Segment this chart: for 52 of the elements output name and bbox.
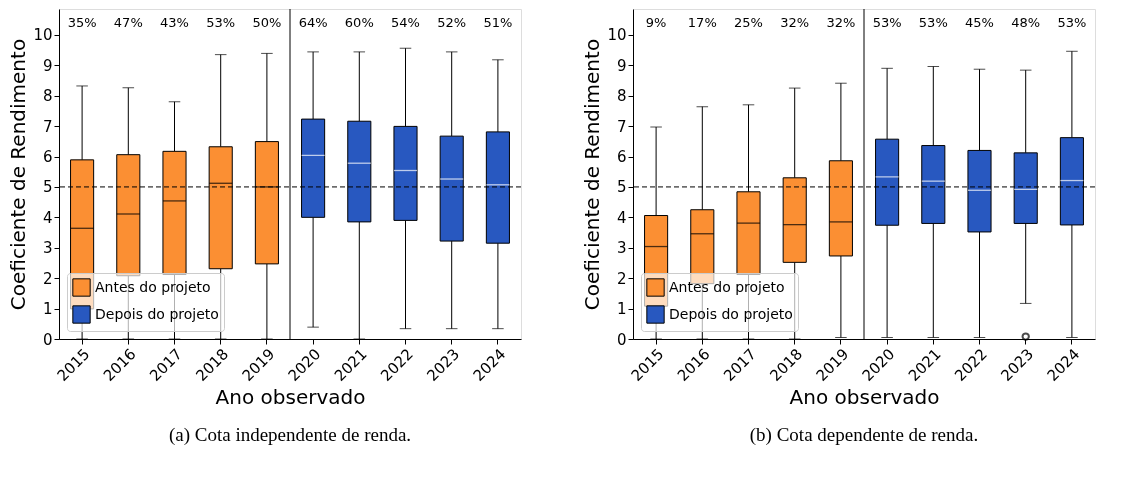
annotation: 47% bbox=[113, 15, 143, 30]
legend-label: Depois do projeto bbox=[669, 305, 793, 322]
legend-label: Antes do projeto bbox=[95, 278, 211, 295]
annotation: 53% bbox=[1057, 15, 1087, 30]
annotation: 53% bbox=[872, 15, 902, 30]
y-tick-label: 4 bbox=[616, 208, 627, 227]
annotation: 54% bbox=[391, 15, 420, 30]
y-tick-label: 4 bbox=[42, 208, 53, 227]
annotation: 25% bbox=[734, 15, 763, 30]
y-tick-label: 1 bbox=[42, 300, 53, 319]
annotation: 32% bbox=[826, 15, 856, 30]
annotation: 48% bbox=[1011, 15, 1041, 30]
y-tick-label: 0 bbox=[616, 330, 627, 349]
annotation: 52% bbox=[437, 15, 467, 30]
y-tick-label: 7 bbox=[42, 117, 53, 136]
annotation: 64% bbox=[298, 15, 328, 30]
annotation: 51% bbox=[483, 15, 513, 30]
y-axis-title: Coeficiente de Rendimento bbox=[580, 38, 605, 311]
text: (b) Cota dependente de renda. bbox=[749, 423, 979, 446]
annotation: 53% bbox=[206, 15, 236, 30]
y-tick-label: 8 bbox=[616, 87, 627, 106]
y-tick-label: 6 bbox=[42, 148, 53, 167]
annotation: 43% bbox=[160, 15, 189, 30]
y-tick-label: 10 bbox=[33, 26, 53, 45]
y-tick-label: 3 bbox=[42, 239, 53, 258]
annotation: 45% bbox=[965, 15, 994, 30]
x-axis-title: Ano observado bbox=[215, 385, 366, 410]
annotation: 9% bbox=[645, 15, 667, 30]
y-tick-label: 6 bbox=[616, 148, 627, 167]
y-axis-title: Coeficiente de Rendimento bbox=[6, 38, 31, 311]
annotation: 32% bbox=[780, 15, 810, 30]
annotation: 17% bbox=[687, 15, 717, 30]
legend-label: Antes do projeto bbox=[669, 278, 785, 295]
y-tick-label: 5 bbox=[616, 178, 627, 197]
y-tick-label: 10 bbox=[607, 26, 627, 45]
y-tick-label: 7 bbox=[616, 117, 627, 136]
legend-label: Depois do projeto bbox=[95, 305, 219, 322]
annotation: 53% bbox=[918, 15, 948, 30]
y-tick-label: 2 bbox=[616, 269, 627, 288]
text: (a) Cota independente de renda. bbox=[168, 423, 412, 446]
y-tick-label: 2 bbox=[42, 269, 53, 288]
annotation: 60% bbox=[344, 15, 374, 30]
x-axis-title: Ano observado bbox=[789, 385, 940, 410]
y-tick-label: 8 bbox=[42, 87, 53, 106]
y-tick-label: 0 bbox=[42, 330, 53, 349]
y-tick-label: 1 bbox=[616, 300, 627, 319]
annotation: 50% bbox=[252, 15, 282, 30]
y-tick-label: 5 bbox=[42, 178, 53, 197]
y-tick-label: 9 bbox=[42, 56, 53, 75]
y-tick-label: 9 bbox=[616, 56, 627, 75]
annotation: 35% bbox=[67, 15, 97, 30]
y-tick-label: 3 bbox=[616, 239, 627, 258]
